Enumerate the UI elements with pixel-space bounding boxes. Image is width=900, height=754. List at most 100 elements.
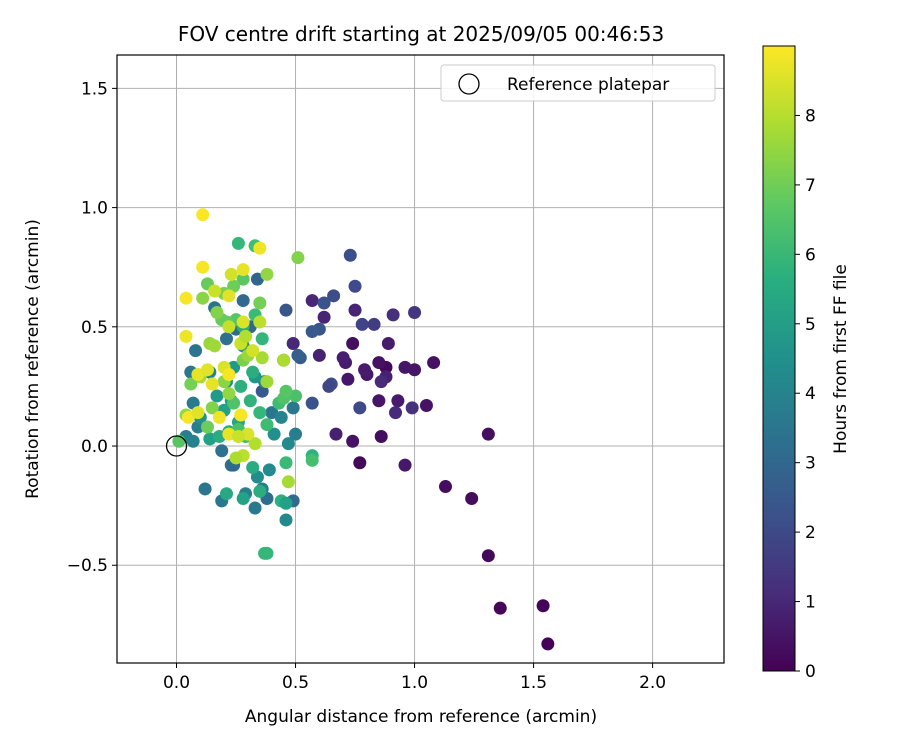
scatter-point: [336, 351, 350, 365]
scatter-point: [329, 427, 343, 441]
scatter-point: [438, 480, 452, 494]
scatter-point: [258, 546, 272, 560]
scatter-point: [234, 408, 248, 422]
scatter-point: [372, 356, 386, 370]
scatter-point: [231, 429, 245, 443]
scatter-point: [200, 420, 214, 434]
scatter-point: [253, 296, 267, 310]
scatter-point: [246, 365, 260, 379]
y-tick-label: −0.5: [67, 556, 108, 576]
scatter-point: [234, 379, 248, 393]
scatter-point: [317, 296, 331, 310]
scatter-point: [196, 291, 210, 305]
scatter-point: [305, 453, 319, 467]
scatter-point: [212, 410, 226, 424]
x-tick-label: 2.0: [639, 673, 666, 693]
scatter-point: [312, 348, 326, 362]
scatter-point: [260, 267, 274, 281]
scatter-point: [305, 325, 319, 339]
scatter-point: [305, 294, 319, 308]
scatter-point: [236, 491, 250, 505]
y-tick-label: 0.0: [81, 437, 108, 457]
scatter-point: [260, 418, 274, 432]
scatter-point: [341, 372, 355, 386]
scatter-point: [208, 284, 222, 298]
colorbar-tick-label: 3: [805, 454, 816, 474]
scatter-point: [367, 317, 381, 331]
colorbar-tick-label: 7: [805, 176, 816, 196]
scatter-point: [343, 248, 357, 262]
scatter-point: [279, 303, 293, 317]
scatter-point: [236, 263, 250, 277]
scatter-point: [243, 394, 257, 408]
scatter-point: [239, 329, 253, 343]
scatter-point: [198, 482, 212, 496]
colorbar-gradient: [762, 45, 796, 672]
x-tick-label: 0.5: [282, 673, 309, 693]
scatter-point: [398, 360, 412, 374]
scatter-point: [200, 363, 214, 377]
scatter-point: [205, 377, 219, 391]
scatter-point: [353, 456, 367, 470]
scatter-point: [260, 375, 274, 389]
legend: Reference platepar: [440, 64, 716, 102]
scatter-point: [248, 501, 262, 515]
scatter-point: [536, 599, 550, 613]
colorbar-tick-label: 0: [805, 662, 816, 682]
colorbar-tick-label: 6: [805, 245, 816, 265]
scatter-point: [253, 406, 267, 420]
reference-platepar-marker: [165, 435, 188, 457]
scatter-point: [358, 363, 372, 377]
colorbar-tick-label: 8: [805, 106, 816, 126]
scatter-point: [262, 463, 276, 477]
scatter-point: [389, 406, 403, 420]
scatter-point: [224, 267, 238, 281]
scatter-point: [281, 475, 295, 489]
x-axis-ticks: 0.0 0.5 1.0 1.5 2.0: [163, 663, 666, 693]
scatter-point: [348, 279, 362, 293]
scatter-point: [205, 401, 219, 415]
legend-box: [440, 64, 716, 102]
scatter-point: [219, 332, 233, 346]
scatter-point: [279, 456, 293, 470]
scatter-point: [386, 308, 400, 322]
scatter-point: [219, 487, 233, 501]
scatter-point: [372, 394, 386, 408]
scatter-point: [305, 396, 319, 410]
scatter-point: [196, 260, 210, 274]
scatter-point: [493, 601, 507, 615]
scatter-point: [346, 434, 360, 448]
scatter-point: [253, 315, 267, 329]
x-tick-label: 1.5: [520, 673, 547, 693]
scatter-point: [291, 348, 305, 362]
colorbar-label: Hours from first FF file: [831, 264, 851, 454]
scatter-point: [210, 306, 224, 320]
scatter-point: [210, 389, 224, 403]
scatter-point: [231, 236, 245, 250]
legend-open-circle-icon: [458, 73, 480, 95]
y-tick-label: 0.5: [81, 318, 108, 338]
scatter-point: [286, 401, 300, 415]
colorbar-tick-label: 4: [805, 384, 816, 404]
scatter-point: [419, 398, 433, 412]
scatter-point: [481, 427, 495, 441]
scatter-point: [253, 241, 267, 255]
scatter-point: [215, 444, 229, 458]
scatter-point: [196, 208, 210, 222]
scatter-point: [322, 379, 336, 393]
scatter-point: [184, 377, 198, 391]
scatter-point: [236, 272, 250, 286]
scatter-point: [398, 458, 412, 472]
chart-title: FOV centre drift starting at 2025/09/05 …: [178, 22, 664, 46]
data-points: [172, 208, 555, 651]
scatter-point: [253, 484, 267, 498]
reference-marker: [165, 435, 188, 457]
scatter-point: [277, 353, 291, 367]
scatter-point: [208, 339, 222, 353]
scatter-point: [427, 356, 441, 370]
scatter-point: [222, 320, 236, 334]
scatter-point: [246, 460, 260, 474]
scatter-point: [179, 291, 193, 305]
